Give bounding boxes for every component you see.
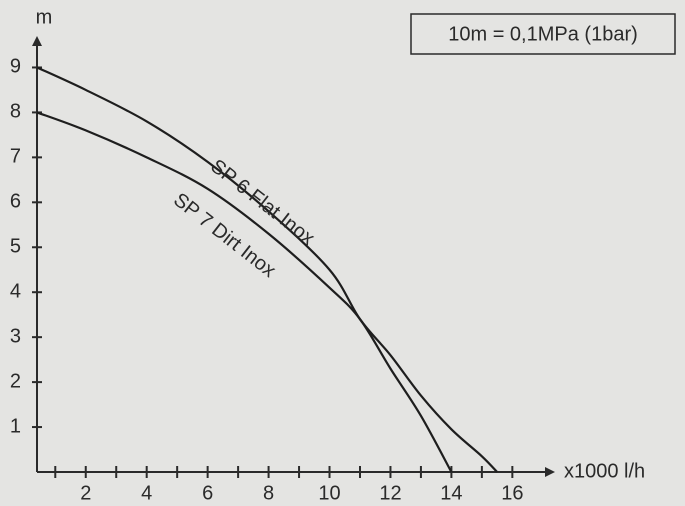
y-tick-label: 8	[10, 101, 21, 123]
y-tick-label: 9	[10, 56, 21, 78]
x-tick-label: 14	[440, 482, 462, 504]
y-tick-label: 3	[10, 325, 21, 347]
y-tick-label: 2	[10, 370, 21, 392]
x-tick-label: 2	[80, 482, 91, 504]
y-arrow	[32, 36, 42, 46]
y-tick-label: 4	[10, 280, 21, 302]
y-tick-label: 7	[10, 146, 21, 168]
x-tick-label: 16	[501, 482, 523, 504]
x-arrow	[545, 467, 555, 477]
annotation-box	[410, 13, 676, 55]
y-axis-label: m	[36, 6, 53, 28]
curve	[36, 111, 453, 473]
x-axis-label: x1000 l/h	[564, 460, 645, 482]
x-tick-label: 8	[263, 482, 274, 504]
y-tick-label: 6	[10, 191, 21, 213]
y-tick-label: 5	[10, 236, 21, 258]
x-tick-label: 6	[202, 482, 213, 504]
x-tick-label: 12	[379, 482, 401, 504]
annotation: 10m = 0,1MPa (1bar)	[448, 23, 638, 45]
x-tick-label: 10	[318, 482, 340, 504]
y-tick-label: 1	[10, 415, 21, 437]
curve	[36, 66, 498, 473]
x-tick-label: 4	[141, 482, 152, 504]
